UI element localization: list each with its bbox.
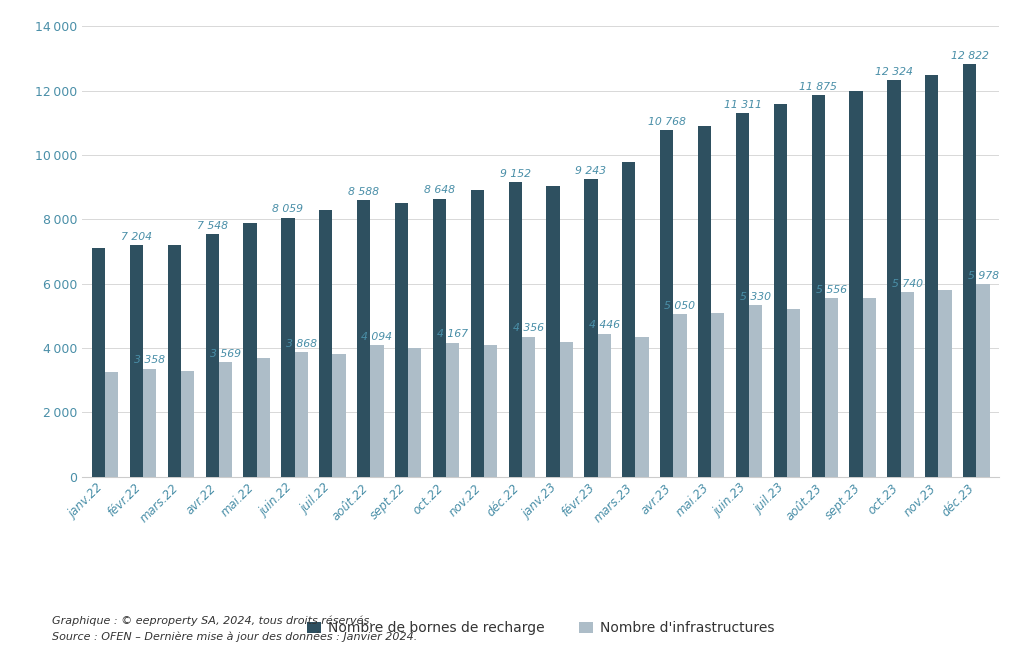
Bar — [787, 309, 800, 477]
Bar — [394, 203, 408, 477]
Bar — [371, 345, 383, 477]
Bar — [636, 337, 649, 477]
Text: 11 311: 11 311 — [723, 100, 761, 110]
Bar — [584, 179, 597, 477]
Text: 5 050: 5 050 — [664, 301, 695, 311]
Bar — [295, 352, 308, 477]
Bar — [522, 336, 535, 477]
Bar — [597, 334, 611, 477]
Bar — [963, 64, 976, 477]
Bar — [333, 354, 346, 477]
Text: 9 152: 9 152 — [500, 169, 530, 179]
Bar — [446, 343, 459, 477]
Bar — [130, 245, 143, 477]
Bar — [674, 314, 687, 477]
Text: 11 875: 11 875 — [799, 81, 837, 91]
Bar — [888, 80, 900, 477]
Bar — [559, 342, 573, 477]
Text: 5 330: 5 330 — [741, 292, 771, 302]
Bar — [749, 305, 762, 477]
Bar — [281, 218, 295, 477]
Text: 12 822: 12 822 — [951, 51, 989, 61]
Bar — [256, 357, 270, 477]
Bar — [218, 362, 232, 477]
Bar — [698, 126, 711, 477]
Bar — [408, 348, 421, 477]
Bar — [243, 222, 256, 477]
Bar — [812, 95, 825, 477]
Bar — [938, 290, 952, 477]
Text: 3 868: 3 868 — [285, 339, 316, 349]
Text: Graphique : © eeproperty SA, 2024, tous droits réservés.: Graphique : © eeproperty SA, 2024, tous … — [52, 615, 372, 626]
Bar — [484, 345, 497, 477]
Bar — [105, 372, 118, 477]
Bar — [735, 113, 749, 477]
Bar — [660, 130, 674, 477]
Bar — [976, 285, 990, 477]
Text: 10 768: 10 768 — [648, 117, 686, 127]
Text: 8 648: 8 648 — [424, 185, 455, 195]
Text: 5 740: 5 740 — [892, 279, 923, 289]
Text: 3 358: 3 358 — [134, 355, 165, 365]
Text: 12 324: 12 324 — [876, 67, 913, 77]
Text: 4 356: 4 356 — [513, 323, 544, 334]
Text: 5 978: 5 978 — [967, 271, 998, 281]
Bar — [863, 298, 876, 477]
Bar — [900, 292, 914, 477]
Text: Source : OFEN – Dernière mise à jour des données : Janvier 2024.: Source : OFEN – Dernière mise à jour des… — [52, 632, 417, 642]
Bar — [471, 191, 484, 477]
Text: 8 588: 8 588 — [348, 187, 379, 197]
Text: 3 569: 3 569 — [210, 349, 241, 359]
Legend: Nombre de bornes de recharge, Nombre d'infrastructures: Nombre de bornes de recharge, Nombre d'i… — [302, 616, 780, 641]
Text: 5 556: 5 556 — [816, 285, 847, 295]
Text: 4 094: 4 094 — [362, 332, 392, 342]
Text: 9 243: 9 243 — [576, 166, 607, 176]
Bar — [357, 201, 371, 477]
Bar — [206, 234, 218, 477]
Bar — [319, 210, 333, 477]
Bar — [622, 162, 636, 477]
Bar — [168, 245, 181, 477]
Bar — [433, 199, 446, 477]
Bar — [181, 371, 194, 477]
Bar — [925, 75, 938, 477]
Text: 8 059: 8 059 — [272, 205, 304, 214]
Text: 7 204: 7 204 — [121, 232, 151, 242]
Bar — [547, 185, 559, 477]
Bar — [92, 248, 105, 477]
Bar — [711, 312, 724, 477]
Bar — [143, 369, 157, 477]
Text: 4 446: 4 446 — [589, 320, 620, 330]
Bar — [825, 298, 838, 477]
Bar — [774, 104, 787, 477]
Bar — [850, 91, 863, 477]
Text: 7 548: 7 548 — [197, 220, 228, 231]
Bar — [509, 182, 522, 477]
Text: 4 167: 4 167 — [437, 330, 469, 340]
